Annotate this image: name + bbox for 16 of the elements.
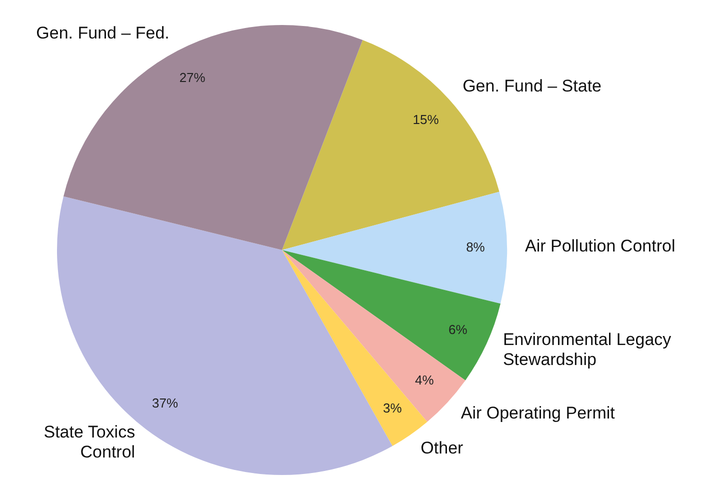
- data-label: 37%: [152, 396, 178, 411]
- data-label: 6%: [448, 322, 468, 337]
- slice-label: Gen. Fund – Fed.: [36, 24, 170, 44]
- slice-label: Environmental Legacy Stewardship: [502, 330, 672, 370]
- data-label: 8%: [466, 239, 486, 254]
- slice-label: Gen. Fund – State: [462, 76, 602, 96]
- pie-slice: [282, 192, 507, 304]
- data-label: 27%: [179, 70, 206, 85]
- slice-label: Other: [420, 439, 464, 458]
- slice-label: Air Pollution Control: [524, 236, 676, 256]
- slice-label: Air Operating Permit: [460, 404, 616, 423]
- data-label: 15%: [412, 112, 440, 127]
- data-label: 4%: [415, 372, 434, 388]
- slice-label: State Toxics Control: [44, 423, 136, 462]
- data-label: 3%: [383, 400, 402, 416]
- pie-slice: [282, 40, 500, 250]
